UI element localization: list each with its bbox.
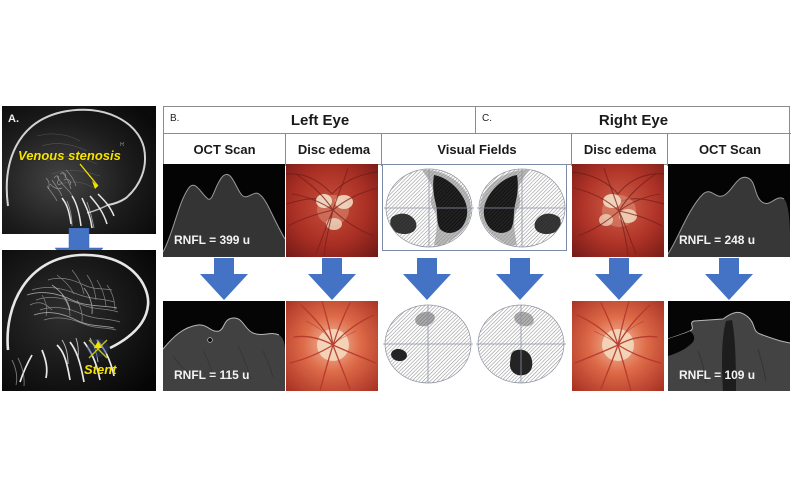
svg-text:RNFL = 115 u: RNFL = 115 u <box>174 368 249 382</box>
svg-text:RNFL = 399 u: RNFL = 399 u <box>174 233 250 247</box>
svg-text:RNFL = 109 u: RNFL = 109 u <box>679 368 755 382</box>
svg-text:RNFL = 248 u: RNFL = 248 u <box>679 233 755 247</box>
